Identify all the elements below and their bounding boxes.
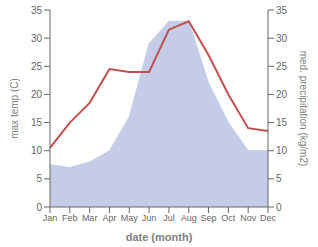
svg-text:Nov: Nov [240, 213, 257, 223]
svg-text:date (month): date (month) [126, 231, 193, 243]
svg-text:30: 30 [31, 33, 43, 44]
svg-text:5: 5 [276, 173, 282, 184]
svg-text:5: 5 [36, 173, 42, 184]
svg-text:20: 20 [276, 89, 288, 100]
svg-text:Jan: Jan [43, 213, 58, 223]
svg-text:0: 0 [276, 202, 282, 213]
svg-text:Jun: Jun [142, 213, 157, 223]
svg-text:med. precipitation (kg/m2): med. precipitation (kg/m2) [298, 51, 309, 167]
svg-text:10: 10 [31, 145, 43, 156]
svg-text:Apr: Apr [102, 213, 116, 223]
svg-text:May: May [121, 213, 139, 223]
svg-text:10: 10 [276, 145, 288, 156]
svg-text:30: 30 [276, 33, 288, 44]
svg-text:35: 35 [31, 5, 43, 16]
svg-text:Sep: Sep [201, 213, 217, 223]
svg-text:20: 20 [31, 89, 43, 100]
svg-text:Dec: Dec [260, 213, 277, 223]
svg-text:Aug: Aug [181, 213, 197, 223]
svg-text:15: 15 [276, 117, 288, 128]
svg-text:25: 25 [276, 61, 288, 72]
svg-text:Mar: Mar [82, 213, 98, 223]
svg-text:Oct: Oct [221, 213, 236, 223]
svg-text:25: 25 [31, 61, 43, 72]
svg-text:Feb: Feb [62, 213, 78, 223]
svg-text:max temp (C): max temp (C) [9, 78, 20, 139]
svg-text:0: 0 [36, 202, 42, 213]
svg-text:35: 35 [276, 5, 288, 16]
svg-text:15: 15 [31, 117, 43, 128]
svg-text:Jul: Jul [163, 213, 175, 223]
